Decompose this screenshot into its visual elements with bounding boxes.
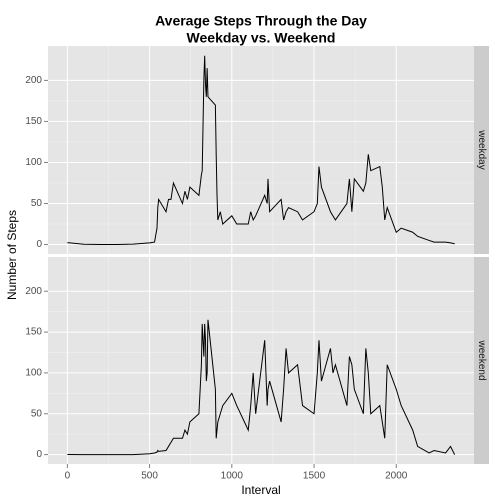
- x-axis-title: Interval: [241, 483, 280, 497]
- y-tick-label: 50: [31, 198, 43, 209]
- y-tick-label: 200: [25, 286, 42, 297]
- panel-background: [48, 46, 474, 254]
- y-tick-label: 100: [25, 157, 42, 168]
- strip-label: weekend: [476, 339, 487, 380]
- x-tick-label: 1000: [221, 471, 244, 482]
- x-tick-label: 0: [65, 471, 71, 482]
- panel-background: [48, 257, 474, 464]
- y-tick-label: 150: [25, 327, 42, 338]
- strip-background: [474, 46, 489, 254]
- x-tick-label: 1500: [303, 471, 326, 482]
- y-tick-label: 100: [25, 368, 42, 379]
- y-tick-label: 0: [36, 239, 42, 250]
- y-tick-label: 200: [25, 75, 42, 86]
- chart-title: Average Steps Through the Day: [155, 13, 367, 29]
- data-line: [67, 55, 455, 246]
- strip-background: [474, 257, 489, 464]
- data-line: [67, 319, 456, 456]
- chart-subtitle: Weekday vs. Weekend: [187, 30, 336, 46]
- x-tick-label: 2000: [385, 471, 408, 482]
- x-tick-label: 500: [141, 471, 158, 482]
- y-tick-label: 50: [31, 408, 43, 419]
- y-tick-label: 150: [25, 116, 42, 127]
- y-tick-label: 0: [36, 449, 42, 460]
- y-axis-title: Number of Steps: [5, 210, 19, 300]
- strip-label: weekday: [476, 129, 487, 169]
